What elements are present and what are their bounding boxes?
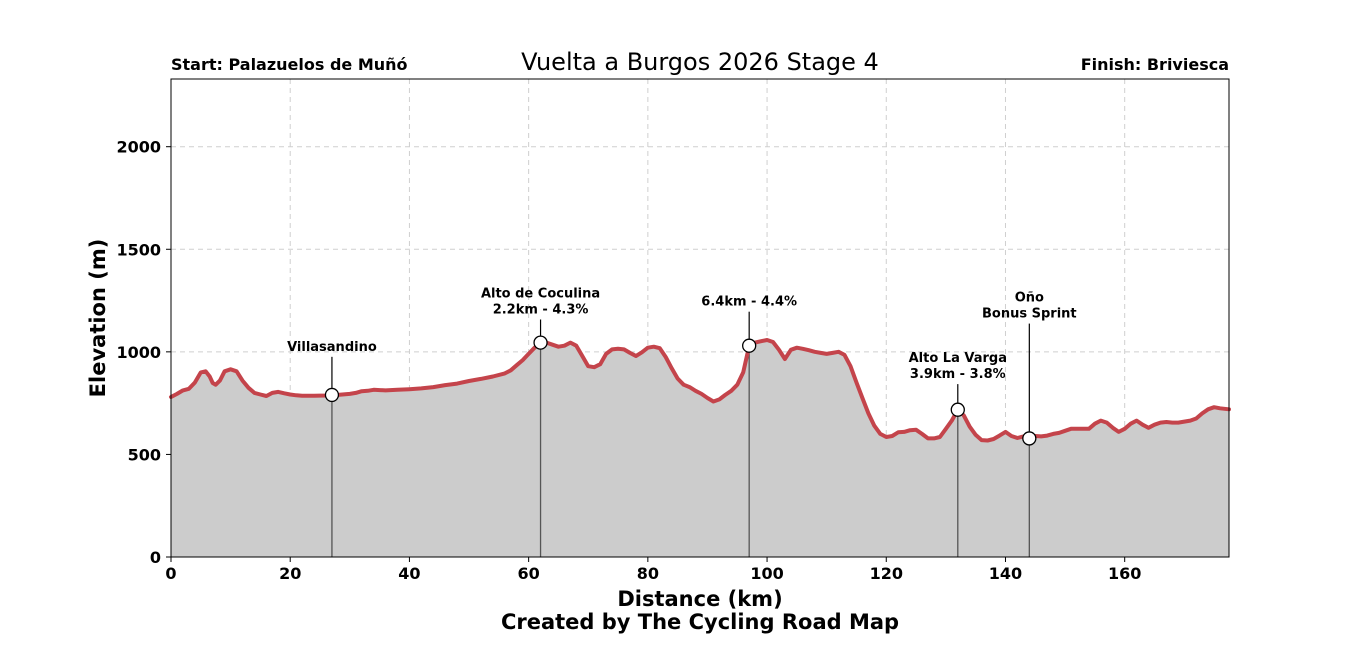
annotation-label: 3.9km - 3.8% [910,367,1006,382]
annotation-marker [1022,431,1037,446]
annotation-label: 2.2km - 4.3% [493,302,589,317]
annotation-label: Alto La Varga [909,351,1007,366]
elevation-area [171,340,1229,557]
x-axis-label: Distance (km) [617,587,782,611]
x-tick-label: 40 [398,564,420,583]
x-tick-label: 120 [870,564,903,583]
x-tick-label: 100 [750,564,783,583]
annotation-label: 6.4km - 4.4% [701,295,797,310]
x-tick-label: 140 [989,564,1022,583]
footer-credit: Created by The Cycling Road Map [501,610,899,634]
y-tick-label: 1000 [116,343,161,362]
x-tick-label: 80 [637,564,659,583]
annotation-label: Bonus Sprint [982,307,1077,322]
annotation-label: Alto de Coculina [481,286,600,301]
x-tick-label: 20 [279,564,301,583]
y-axis-label: Elevation (m) [86,239,110,398]
annotation-marker [742,338,757,353]
x-tick-label: 60 [518,564,540,583]
start-label: Start: Palazuelos de Muñó [171,55,408,74]
annotation-marker [324,387,340,403]
annotation-markers [324,335,1037,446]
y-tick-label: 1500 [116,240,161,259]
annotation-stems [331,311,1030,557]
x-tick-label: 0 [165,564,176,583]
y-tick-label: 2000 [116,138,161,157]
y-tick-label: 500 [128,445,161,464]
plot-frame [170,78,1230,558]
annotation-label: Villasandino [287,340,377,355]
x-axis-ticks: 0 20 40 60 80 100 120 140 160 [165,557,1141,583]
y-tick-label: 0 [150,548,161,567]
annotation-marker [950,402,965,417]
x-tick-label: 160 [1108,564,1141,583]
annotation-marker [533,335,548,350]
annotation-label: Oño [1015,291,1044,306]
y-axis-ticks: 0 500 1000 1500 2000 [116,138,171,567]
finish-label: Finish: Briviesca [1081,55,1229,74]
chart-title: Vuelta a Burgos 2026 Stage 4 [521,48,879,76]
